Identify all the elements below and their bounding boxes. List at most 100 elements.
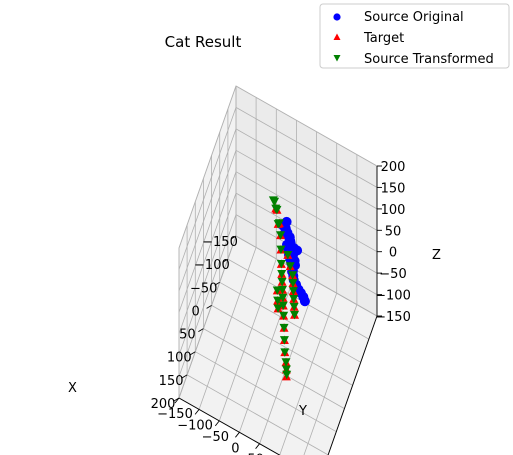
point-triangle-down [289, 295, 299, 304]
z-axis-label: Z [432, 248, 441, 263]
point-triangle-down [281, 365, 291, 374]
legend-triangle-up-marker [333, 33, 341, 40]
point-triangle-down [278, 293, 288, 303]
z-tick-label: −100 [375, 289, 411, 304]
x-tick-label: 0 [191, 304, 199, 319]
y-tick-label: −50 [202, 430, 229, 445]
axis-ticks: −150−150−150−100−100−100−50−50−500005050… [151, 160, 411, 455]
point-triangle-down [279, 311, 289, 321]
legend-item-source-original: Source Original [333, 10, 464, 25]
x-tick-label: 100 [167, 351, 192, 366]
y-tick-label: 50 [247, 453, 264, 455]
grid-line [227, 258, 370, 340]
point-triangle-down [273, 296, 283, 306]
x-tick-label: −150 [202, 235, 238, 250]
x-axis-line [327, 315, 378, 455]
grid-line [198, 247, 257, 410]
grid-line [203, 328, 345, 409]
x-tick-label: 50 [179, 328, 196, 343]
grid-line [195, 351, 337, 433]
grid-line [235, 235, 378, 317]
grid-line [178, 128, 237, 292]
grid-line [239, 270, 297, 433]
grid-line [218, 258, 277, 422]
point-triangle-down [273, 304, 283, 313]
point-triangle-down [279, 336, 289, 345]
y-tick-mark [255, 443, 260, 449]
point-triangle-down [285, 262, 295, 271]
point-triangle-down [290, 310, 300, 320]
series-source-transformed [268, 196, 300, 380]
point-triangle-down [281, 358, 291, 367]
legend-circle-marker [333, 13, 341, 21]
z-tick-label: 0 [389, 246, 397, 261]
grid-line [178, 214, 237, 377]
grid-line [279, 292, 338, 455]
x-tick-label: −100 [194, 258, 230, 273]
y-axis-line [178, 397, 281, 455]
legend: Source Original Target Source Transforme… [319, 3, 510, 69]
point-circle [281, 216, 292, 227]
x-tick-mark [198, 328, 204, 332]
grid-line [178, 150, 237, 313]
grid-line [235, 107, 378, 188]
point-triangle-down [288, 279, 298, 288]
point-triangle-down [276, 245, 286, 255]
x-tick-label: −50 [190, 281, 217, 296]
point-triangle-down [289, 302, 299, 312]
grid-line [235, 85, 378, 167]
legend-triangle-down-marker [333, 55, 341, 62]
z-tick-label: 50 [385, 224, 402, 239]
grid-line [211, 305, 353, 386]
z-tick-label: 200 [381, 160, 406, 175]
point-triangle-down [276, 259, 286, 269]
grid-line [219, 281, 361, 363]
x-tick-mark [222, 258, 229, 263]
point-triangle-down [273, 220, 283, 229]
y-tick-label: −150 [157, 407, 193, 422]
data-points [268, 196, 310, 381]
y-tick-mark [194, 409, 200, 415]
y-tick-mark [214, 420, 220, 427]
legend-frame [319, 3, 510, 69]
grid-line [178, 85, 237, 249]
grid-line [178, 107, 237, 270]
z-tick-label: −50 [379, 267, 406, 282]
y-tick-mark [235, 432, 240, 438]
legend-label: Source Original [364, 10, 464, 25]
grid-line [235, 214, 378, 295]
x-tick-mark [206, 305, 212, 309]
point-triangle-down [283, 251, 293, 260]
grid-line [178, 192, 237, 356]
point-circle [299, 296, 310, 307]
point-triangle-down [277, 277, 287, 287]
y-axis-label: Y [298, 404, 307, 419]
legend-item-target: Target [333, 31, 404, 46]
y-tick-label: 0 [231, 441, 239, 455]
grid-line [303, 304, 358, 455]
x-axis-label: X [68, 381, 77, 396]
grid-line [178, 171, 237, 334]
point-triangle-down [280, 348, 290, 357]
point-triangle-down [277, 270, 287, 279]
grid-lines [178, 85, 378, 455]
point-triangle-down [268, 196, 278, 205]
z-tick-label: 150 [381, 181, 406, 196]
point-circle [292, 245, 303, 256]
x-tick-label: 200 [151, 397, 176, 412]
point-triangle-down [288, 271, 298, 280]
point-triangle-down [278, 301, 288, 311]
point-triangle-down [276, 231, 286, 240]
x-tick-mark [181, 374, 188, 379]
y-tick-label: −100 [177, 418, 213, 433]
point-triangle-down [282, 370, 292, 380]
grid-line [235, 149, 378, 231]
x-tick-label: 150 [159, 374, 184, 389]
point-triangle-down [279, 323, 289, 333]
grid-line [186, 374, 329, 455]
x-tick-mark [230, 235, 237, 240]
legend-label: Target [363, 31, 404, 46]
grid-line [178, 235, 237, 399]
grid-line [235, 128, 378, 210]
